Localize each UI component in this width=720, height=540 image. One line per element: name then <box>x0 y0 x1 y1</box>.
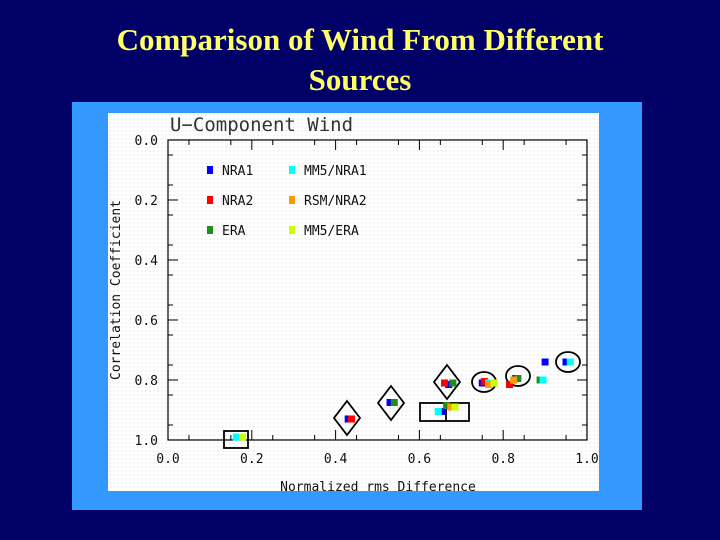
x-tick-label: 0.8 <box>491 452 514 467</box>
circle-group-marker <box>555 351 581 373</box>
x-tick-label: 0.2 <box>240 452 263 467</box>
x-tick-label: 0.4 <box>324 452 348 467</box>
group-markers <box>223 351 581 449</box>
legend-label: NRA1 <box>222 164 253 179</box>
data-point-nra2 <box>480 378 488 385</box>
data-point-nra2 <box>505 381 513 388</box>
data-points <box>232 358 574 441</box>
data-point-mm5-era <box>239 433 247 441</box>
x-tick-label: 0.6 <box>408 452 431 467</box>
y-tick-label: 1.0 <box>135 434 158 449</box>
slide-title-line1: Comparison of Wind From Different <box>116 22 604 57</box>
legend-swatch <box>289 196 295 204</box>
x-tick-label: 0.0 <box>156 452 179 467</box>
legend-swatch <box>207 196 213 204</box>
legend-label: MM5/ERA <box>304 224 359 239</box>
y-tick-label: 0.4 <box>135 254 159 269</box>
y-tick-label: 0.2 <box>135 194 158 209</box>
slide-title-line2: Sources <box>308 62 412 97</box>
axis-ticks: 0.0 0.2 0.4 0.6 0.8 1.0 0.0 0.2 0.4 0.6 0.8 1.0 <box>135 134 599 467</box>
x-axis-label: Normalized rms Difference <box>280 480 476 495</box>
diamond-group-marker <box>376 384 406 422</box>
data-point-nra1 <box>541 358 549 366</box>
data-point-mm5-nra1 <box>232 433 240 441</box>
circle-group-marker <box>505 365 531 387</box>
data-point-era <box>390 399 398 406</box>
y-tick-label: 0.6 <box>135 314 158 329</box>
data-point-mm5-nra1 <box>434 408 442 415</box>
y-tick-label: 0.0 <box>135 134 158 149</box>
data-point-nra1 <box>562 358 570 366</box>
data-point-rsm-nra2 <box>485 381 493 388</box>
data-point-era <box>514 375 522 382</box>
data-point-era <box>449 379 457 387</box>
plot-area <box>167 139 588 441</box>
legend-label: ERA <box>222 224 246 239</box>
legend-label: NRA2 <box>222 194 253 209</box>
square-group-marker <box>223 430 249 449</box>
data-point-nra1 <box>438 408 446 415</box>
y-tick-label: 0.8 <box>135 374 158 389</box>
data-point-nra2 <box>441 379 449 387</box>
chart-panel <box>108 113 599 491</box>
data-point-nra1 <box>386 399 394 406</box>
data-point-mm5-nra1 <box>566 358 574 366</box>
x-tick-label: 1.0 <box>575 452 598 467</box>
data-point-mm5-nra1 <box>539 376 547 384</box>
data-point-rsm-nra2 <box>510 376 518 384</box>
legend-swatch <box>289 166 295 174</box>
chart-title: U−Component Wind <box>170 114 353 136</box>
slide-title: Comparison of Wind From Different Source… <box>0 20 720 100</box>
legend-swatch <box>207 226 213 234</box>
diamond-group-marker <box>332 399 362 437</box>
legend: NRA1 NRA2 ERA MM5/NRA1 RSM/NRA2 MM5/ERA <box>207 164 367 239</box>
data-point-mm5-era <box>490 379 498 387</box>
data-point-nra1 <box>445 381 453 388</box>
legend-label: MM5/NRA1 <box>304 164 367 179</box>
legend-swatch <box>207 166 213 174</box>
data-point-nra2 <box>348 415 356 423</box>
data-point-era <box>443 402 451 409</box>
y-axis-label: Correlation Coefficient <box>109 200 124 380</box>
data-point-mm5-era <box>451 403 459 411</box>
data-point-rsm-nra2 <box>447 403 455 411</box>
diamond-group-marker <box>432 363 462 401</box>
legend-swatch <box>289 226 295 234</box>
legend-label: RSM/NRA2 <box>304 194 367 209</box>
